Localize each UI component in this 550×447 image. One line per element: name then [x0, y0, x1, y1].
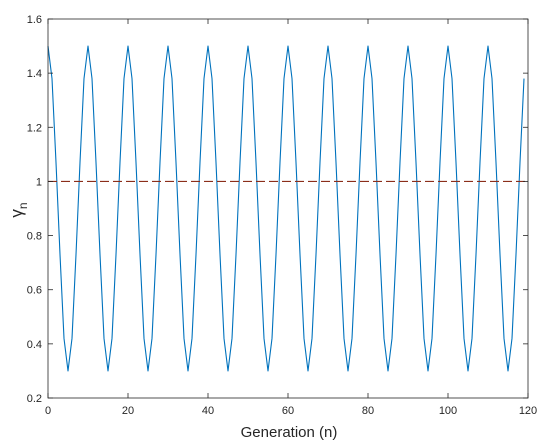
y-axis-label-subscript: n: [16, 202, 30, 209]
y-tick-label-5: 1.2: [27, 122, 42, 134]
y-axis-label: γn: [7, 202, 30, 217]
y-tick-label-6: 1.4: [27, 68, 42, 80]
y-tick-label-7: 1.6: [27, 14, 42, 26]
y-tick-label-0: 0.2: [27, 393, 42, 405]
x-tick-label-3: 60: [282, 405, 294, 417]
x-tick-label-2: 40: [202, 405, 214, 417]
series-line-1: [47, 45, 525, 372]
x-axis-label: Generation (n): [241, 424, 338, 441]
axes-layer: 0 20 40 60 80 100 120 0.2 0.4 0.6 0.8 1 1.2 1.4 1.6: [27, 14, 537, 417]
series-layer: [47, 45, 528, 372]
y-tick-label-1: 0.4: [27, 339, 42, 351]
x-tick-label-0: 0: [45, 405, 51, 417]
y-axis-label-symbol: γ: [7, 209, 26, 218]
plot-background: [48, 19, 528, 398]
x-tick-label-6: 120: [519, 405, 537, 417]
x-tick-label-1: 20: [122, 405, 134, 417]
y-tick-label-4: 1: [36, 176, 42, 188]
x-tick-label-4: 80: [362, 405, 374, 417]
y-tick-label-2: 0.6: [27, 285, 42, 297]
x-tick-label-5: 100: [439, 405, 457, 417]
plot-area: [48, 19, 528, 398]
y-tick-label-3: 0.8: [27, 231, 42, 243]
